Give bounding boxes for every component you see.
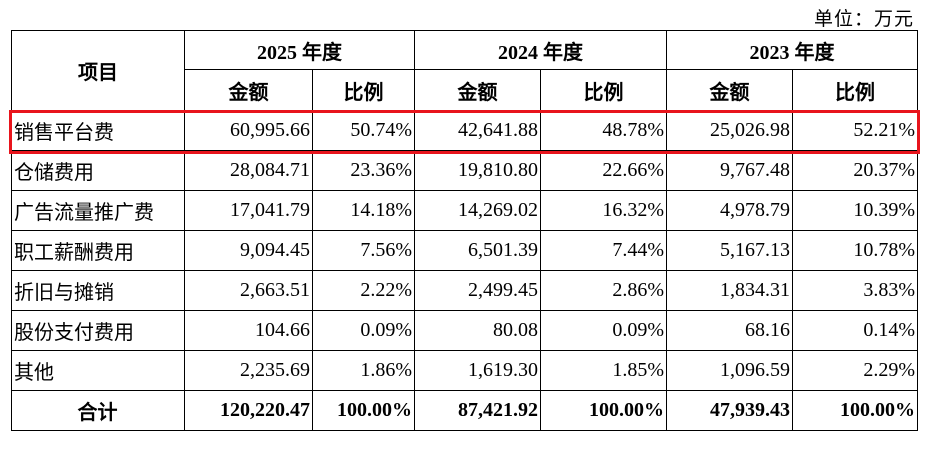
table-row: 广告流量推广费 17,041.79 14.18% 14,269.02 16.32% 4,9… [11,190,918,231]
ratio-cell: 0.09% [540,310,667,351]
ratio-cell: 50.74% [312,110,415,151]
ratio-cell: 22.66% [540,150,667,191]
header-amount: 金额 [414,69,541,111]
unit-label: 单位：万元 [813,9,914,30]
amount-cell: 14,269.02 [414,190,541,231]
ratio-cell: 1.86% [312,350,415,391]
amount-cell: 6,501.39 [414,230,541,271]
amount-cell: 2,235.69 [184,350,313,391]
amount-cell: 80.08 [414,310,541,351]
ratio-cell: 10.39% [792,190,918,231]
ratio-cell: 100.00% [540,390,667,431]
amount-cell: 104.66 [184,310,313,351]
table-row: 折旧与摊销 2,663.51 2.22% 2,499.45 2.86% 1,834.31 3… [11,270,918,311]
row-label: 折旧与摊销 [11,270,185,311]
ratio-cell: 16.32% [540,190,667,231]
amount-cell: 9,094.45 [184,230,313,271]
ratio-cell: 7.44% [540,230,667,271]
header-item: 项目 [11,30,185,111]
ratio-cell: 3.83% [792,270,918,311]
ratio-cell: 20.37% [792,150,918,191]
row-label: 仓储费用 [11,150,185,191]
amount-cell: 120,220.47 [184,390,313,431]
amount-cell: 1,619.30 [414,350,541,391]
table-row: 销售平台费 60,995.66 50.74% 42,641.88 48.78% 25,02… [11,110,918,151]
row-label: 股份支付费用 [11,310,185,351]
ratio-cell: 23.36% [312,150,415,191]
amount-cell: 2,663.51 [184,270,313,311]
table-row: 仓储费用 28,084.71 23.36% 19,810.80 22.66% 9,767.… [11,150,918,191]
row-label: 其他 [11,350,185,391]
header-amount: 金额 [666,69,793,111]
amount-cell: 4,978.79 [666,190,793,231]
ratio-cell: 0.09% [312,310,415,351]
header-amount: 金额 [184,69,313,111]
amount-cell: 25,026.98 [666,110,793,151]
table-row: 职工薪酬费用 9,094.45 7.56% 6,501.39 7.44% 5,167.13… [11,230,918,271]
row-label: 职工薪酬费用 [11,230,185,271]
amount-cell: 68.16 [666,310,793,351]
amount-cell: 60,995.66 [184,110,313,151]
amount-cell: 42,641.88 [414,110,541,151]
row-label: 广告流量推广费 [11,190,185,231]
table-row: 其他 2,235.69 1.86% 1,619.30 1.85% 1,096.59 2.29… [11,350,918,391]
ratio-cell: 0.14% [792,310,918,351]
ratio-cell: 2.22% [312,270,415,311]
amount-cell: 5,167.13 [666,230,793,271]
header-ratio: 比例 [792,69,918,111]
ratio-cell: 2.29% [792,350,918,391]
header-ratio: 比例 [540,69,667,111]
amount-cell: 9,767.48 [666,150,793,191]
amount-cell: 1,096.59 [666,350,793,391]
ratio-cell: 52.21% [792,110,918,151]
amount-cell: 1,834.31 [666,270,793,311]
amount-cell: 19,810.80 [414,150,541,191]
total-row: 合计 120,220.47 100.00% 87,421.92 100.00% 47,93… [11,390,918,431]
ratio-cell: 14.18% [312,190,415,231]
table-row: 股份支付费用 104.66 0.09% 80.08 0.09% 68.16 0.14% [11,310,918,351]
amount-cell: 28,084.71 [184,150,313,191]
ratio-cell: 2.86% [540,270,667,311]
amount-cell: 17,041.79 [184,190,313,231]
ratio-cell: 7.56% [312,230,415,271]
ratio-cell: 10.78% [792,230,918,271]
ratio-cell: 100.00% [312,390,415,431]
expense-table: 项目 2025 年度 2024 年度 2023 年度 金额 比例 金额 比例 金… [11,30,918,431]
ratio-cell: 48.78% [540,110,667,151]
header-year-2025: 2025 年度 [184,30,415,70]
ratio-cell: 1.85% [540,350,667,391]
ratio-cell: 100.00% [792,390,918,431]
row-label: 合计 [11,390,185,431]
amount-cell: 87,421.92 [414,390,541,431]
header-year-2023: 2023 年度 [666,30,918,70]
amount-cell: 47,939.43 [666,390,793,431]
row-label: 销售平台费 [11,110,185,151]
header-year-2024: 2024 年度 [414,30,667,70]
header-ratio: 比例 [312,69,415,111]
amount-cell: 2,499.45 [414,270,541,311]
